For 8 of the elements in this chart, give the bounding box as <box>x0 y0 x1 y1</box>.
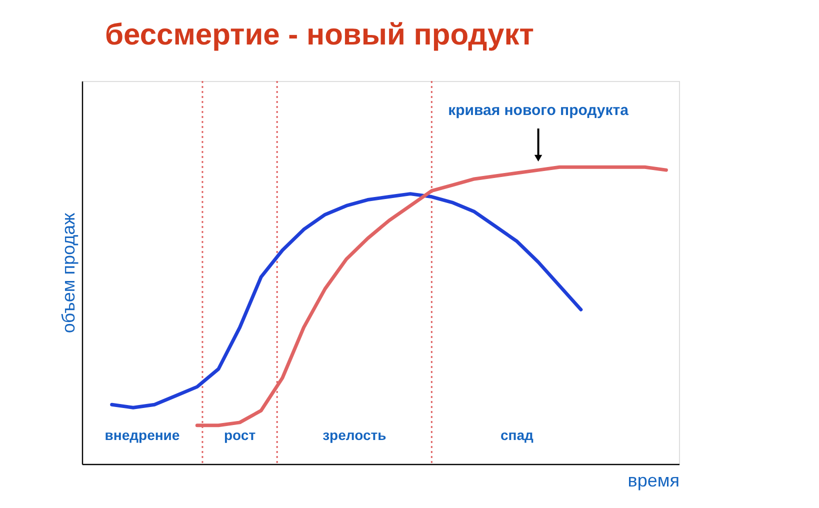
x-axis-title: время <box>628 470 680 490</box>
text: кривая нового продукта <box>448 102 630 120</box>
annotation: спад <box>500 427 534 443</box>
chart-title: бессмертие - новый продукт <box>105 18 534 52</box>
annotation: рост <box>224 427 256 443</box>
y-axis-title: объем продаж <box>58 212 78 334</box>
annotation: внедрение <box>104 427 180 443</box>
annotation: зрелость <box>322 427 387 443</box>
